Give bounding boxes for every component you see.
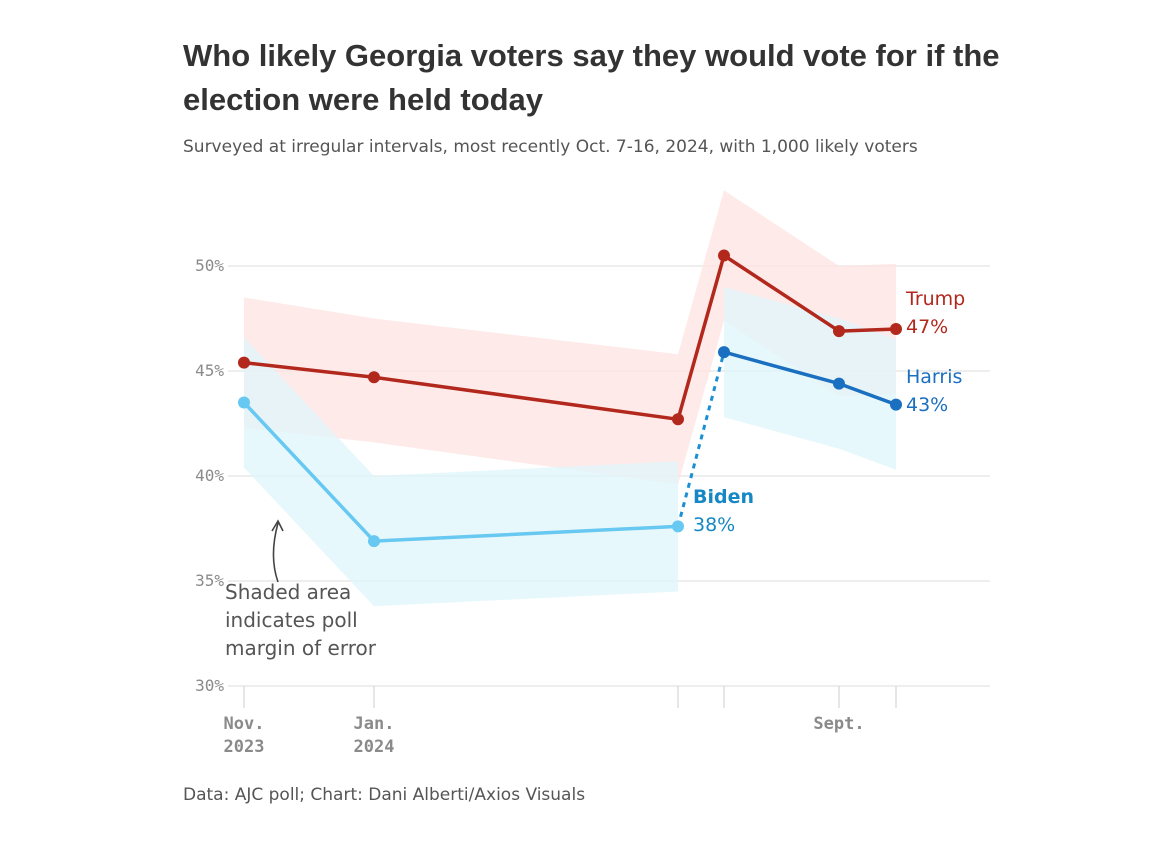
x-tick-label: Jan. [354, 714, 395, 734]
y-tick-label: 30% [195, 676, 224, 695]
trump-moe-band [244, 190, 896, 485]
harris-point [890, 398, 902, 411]
trump-point [368, 371, 380, 384]
series-points [238, 249, 902, 548]
trump-point [833, 325, 845, 338]
biden-value-label: 38% [693, 514, 735, 536]
x-tick-label: Sept. [813, 714, 864, 734]
trump-point [672, 413, 684, 426]
x-tick-label-year: 2023 [224, 737, 265, 757]
series-labels: Trump 47% Harris 43% Biden 38% [693, 288, 965, 536]
y-tick-label: 50% [195, 256, 224, 275]
trump-point [718, 249, 730, 262]
harris-moe-band [724, 287, 896, 470]
note-line-2: indicates poll [225, 608, 358, 632]
x-tick-label: Nov. [224, 714, 265, 734]
y-tick-label: 40% [195, 466, 224, 485]
biden-moe-band [244, 337, 678, 607]
trump-value-label: 47% [906, 316, 948, 338]
note-arrow-icon [272, 522, 279, 583]
margin-note: Shaded area indicates poll margin of err… [225, 519, 377, 660]
trump-point [890, 323, 902, 335]
margin-of-error-bands [244, 190, 896, 607]
harris-point [833, 377, 845, 390]
biden-point [672, 520, 684, 533]
trump-point [238, 356, 250, 369]
note-line-1: Shaded area [225, 580, 351, 604]
trump-line [243, 253, 897, 422]
y-tick-label: 35% [195, 571, 224, 590]
biden-harris-connector [676, 351, 726, 527]
harris-point [718, 346, 730, 359]
chart-source: Data: AJC poll; Chart: Dani Alberti/Axio… [183, 785, 586, 805]
biden-name-label: Biden [693, 486, 754, 508]
y-tick-label: 45% [195, 361, 224, 380]
note-arrowhead-icon [271, 519, 284, 532]
biden-point [238, 396, 250, 409]
trump-name-label: Trump [905, 288, 965, 310]
x-tick-label-year: 2024 [354, 737, 395, 757]
harris-name-label: Harris [906, 366, 962, 388]
biden-point [368, 535, 380, 548]
chart-title: Who likely Georgia voters say they would… [183, 38, 1000, 117]
axes: 30% 35% 40% 45% 50% Nov. 2023 Jan. 2024 Sept. [195, 256, 897, 757]
chart-subtitle: Surveyed at irregular intervals, most re… [183, 137, 918, 157]
note-line-3: margin of error [225, 636, 377, 660]
harris-value-label: 43% [906, 394, 948, 416]
